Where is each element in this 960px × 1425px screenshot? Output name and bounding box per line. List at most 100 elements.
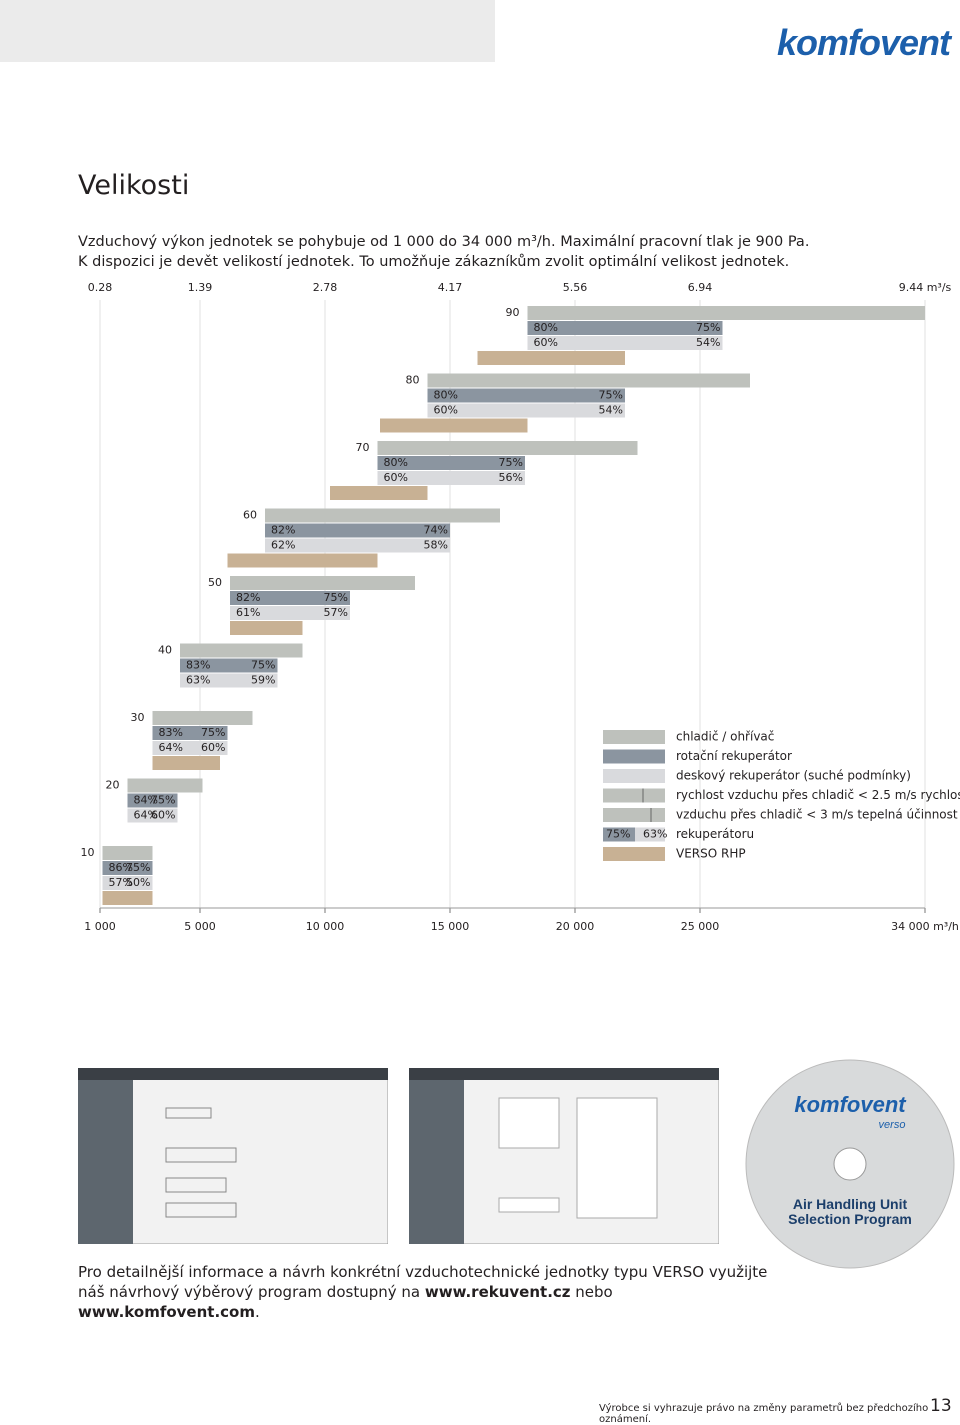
intro: Vzduchový výkon jednotek se pohybuje od … [78, 232, 809, 272]
efficiency-label: 58% [424, 539, 448, 552]
link[interactable]: www.komfovent.com [78, 1303, 255, 1321]
size-label: 20 [106, 779, 120, 792]
plate-bar [127, 808, 178, 823]
rotary-bar [377, 456, 525, 470]
header-band [0, 0, 495, 62]
efficiency-label: 74% [424, 524, 448, 537]
efficiency-label: 60% [434, 404, 458, 417]
efficiency-label: 57% [109, 876, 133, 889]
legend-sample: 75% [606, 828, 630, 841]
efficiency-label: 75% [599, 389, 623, 402]
rotary-bar [265, 523, 450, 538]
rotary-bar [127, 793, 178, 808]
rhp-bar [380, 418, 528, 433]
efficiency-label: 75% [499, 456, 523, 469]
efficiency-label: 75% [324, 591, 348, 604]
efficiency-label: 82% [271, 524, 295, 537]
chiller-bar [265, 508, 500, 523]
legend-swatch [603, 769, 665, 783]
bottom-tick-label: 20 000 [556, 920, 595, 933]
cd: komfovent verso Air Handling Unit Select… [745, 1059, 955, 1269]
efficiency-label: 83% [159, 726, 183, 739]
rotary-bar [427, 388, 625, 403]
chiller-bar [427, 373, 750, 388]
top-tick-label: 2.78 [313, 281, 338, 294]
efficiency-label: 62% [271, 539, 295, 552]
legend-label: rychlost vzduchu přes chladič < 2.5 m/s … [676, 788, 960, 802]
rhp-bar [230, 621, 303, 635]
size-label: 70 [356, 441, 370, 454]
efficiency-label: 60% [384, 471, 408, 484]
efficiency-label: 54% [599, 404, 623, 417]
top-tick-label: 6.94 [688, 281, 713, 294]
chart: 0.28 1.39 2.78 4.17 5.56 6.94 9.44 m³/s 1 000 5 … [81, 281, 960, 933]
bottom-tick-label: 34 000 m³/h [891, 920, 959, 933]
legend-swatch [603, 730, 665, 744]
screenshot [78, 1068, 388, 1244]
chiller-bar [377, 441, 638, 455]
legend-swatch [603, 827, 635, 842]
rhp-bar [227, 553, 378, 568]
efficiency-label: 64% [159, 741, 183, 754]
rhp-bar [330, 486, 428, 500]
top-tick-label: 9.44 m³/s [899, 281, 952, 294]
efficiency-label: 57% [324, 606, 348, 619]
plate-bar [377, 471, 525, 485]
size-label: 80 [406, 374, 420, 387]
plate-bar [180, 673, 278, 688]
plate-bar [427, 403, 625, 418]
outro: Pro detailnější informace a návrh konkré… [78, 1262, 778, 1322]
efficiency-label: 80% [384, 456, 408, 469]
efficiency-label: 64% [134, 809, 158, 822]
efficiency-label: 80% [534, 321, 558, 334]
rhp-bar [102, 891, 153, 905]
efficiency-label: 60% [151, 809, 175, 822]
legend-label: vzduchu přes chladič < 3 m/s tepelná úči… [676, 808, 958, 822]
efficiency-label: 60% [201, 741, 225, 754]
plate-bar [230, 606, 350, 620]
chiller-bar [127, 778, 203, 793]
intro-line: Vzduchový výkon jednotek se pohybuje od … [78, 234, 810, 250]
legend-sample: 63% [643, 828, 667, 841]
plate-bar [102, 876, 153, 890]
legend-swatch [603, 847, 665, 861]
efficiency-label: 50% [126, 876, 150, 889]
legend-swatch [603, 749, 665, 764]
top-tick-label: 5.56 [563, 281, 588, 294]
chiller-bar [180, 643, 303, 658]
size-label: 10 [81, 846, 95, 859]
efficiency-label: 59% [251, 674, 275, 687]
top-tick-label: 4.17 [438, 281, 463, 294]
efficiency-label: 75% [126, 861, 150, 874]
size-label: 60 [243, 509, 257, 522]
legend-label: deskový rekuperátor (suché podmínky) [676, 769, 911, 783]
logo: komfovent [776, 22, 951, 63]
size-label: 30 [131, 711, 145, 724]
link[interactable]: www.rekuvent.cz [424, 1283, 571, 1301]
efficiency-label: 75% [201, 726, 225, 739]
efficiency-label: 83% [186, 659, 210, 672]
rotary-bar [527, 321, 723, 335]
intro-line: K dispozici je devět velikostí jednotek.… [78, 254, 790, 270]
legend-label: VERSO RHP [676, 847, 746, 861]
efficiency-label: 54% [696, 336, 720, 349]
efficiency-label: 75% [151, 794, 175, 807]
rhp-bar [477, 351, 625, 365]
legend-swatch [603, 788, 665, 803]
bottom-tick-label: 25 000 [681, 920, 720, 933]
efficiency-label: 82% [236, 591, 260, 604]
bottom-tick-label: 10 000 [306, 920, 345, 933]
rotary-bar [180, 658, 278, 673]
rotary-bar [230, 591, 350, 605]
legend-swatch [635, 827, 665, 842]
chiller-bar [152, 711, 253, 725]
legend-label: rekuperátoru [676, 827, 754, 841]
efficiency-label: 80% [434, 389, 458, 402]
footnote: Výrobce si vyhrazuje právo na změny para… [599, 1403, 929, 1425]
chiller-bar [230, 576, 415, 590]
cd-text: Selection Program [788, 1211, 912, 1227]
plate-bar [265, 538, 450, 553]
chiller-bar [527, 306, 925, 320]
text: . [254, 1303, 260, 1321]
